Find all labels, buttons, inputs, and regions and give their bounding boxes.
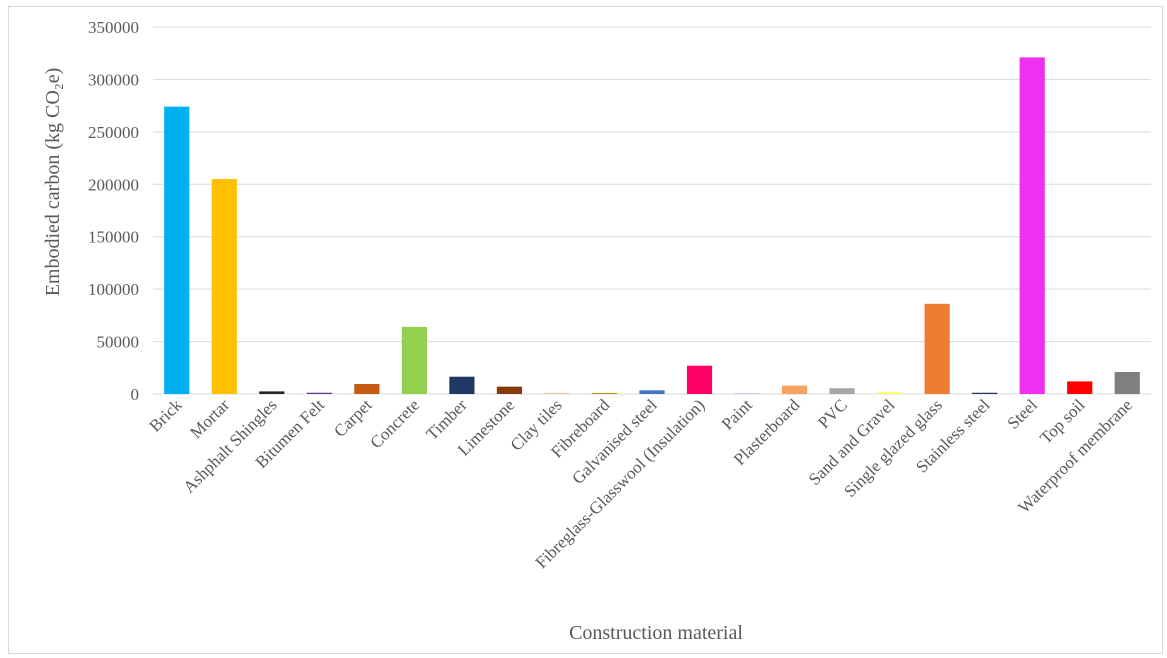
bar-paint: [734, 393, 760, 394]
gridlines: [153, 26, 1151, 395]
bar-timber: [449, 376, 475, 394]
chart-frame: 0 50000 100000 150000 200000 250000 300000 3500…: [8, 6, 1163, 654]
y-tick-label: 50000: [97, 333, 140, 352]
bar-stainless-steel: [972, 392, 998, 394]
bar-ashphalt-shingles: [259, 391, 285, 394]
bar-chart: 0 50000 100000 150000 200000 250000 300000 3500…: [42, 18, 1151, 644]
y-tick-label: 250000: [88, 123, 139, 142]
bar-bitumen-felt: [306, 392, 332, 394]
x-tick-label: Paint: [718, 395, 756, 433]
bar-steel: [1019, 57, 1045, 395]
y-tick-label: 350000: [88, 18, 139, 37]
y-tick-label: 200000: [88, 175, 139, 194]
y-tick-label: 300000: [88, 70, 139, 89]
y-tick-label: 100000: [88, 280, 139, 299]
bar-single-glazed-glass: [924, 303, 950, 394]
y-axis-title: Embodied carbon (kg CO₂e): [42, 68, 64, 297]
x-tick-label: Concrete: [366, 395, 423, 452]
bar-limestone: [496, 386, 523, 394]
x-tick-label: Carpet: [330, 395, 376, 441]
y-tick-label: 150000: [88, 228, 139, 247]
x-axis-title: Construction material: [569, 622, 743, 644]
x-tick-label: Steel: [1004, 395, 1042, 433]
x-tick-label: Brick: [145, 395, 185, 435]
bar-top-soil: [1067, 381, 1093, 394]
bar-pvc: [829, 388, 855, 394]
bar-fibreboard: [591, 392, 618, 394]
bar-carpet: [354, 384, 380, 394]
x-tick-label: Galvanised steel: [568, 395, 661, 488]
bar-brick: [164, 106, 190, 394]
bar-mortar: [211, 179, 237, 394]
bar-concrete: [401, 326, 427, 394]
bar-waterproof-membrane: [1114, 371, 1140, 394]
bar-fibreglass-glasswool-insulation: [686, 365, 713, 394]
bars: [164, 57, 1140, 395]
bar-clay-tiles: [544, 393, 570, 394]
bar-galvanised-steel: [639, 390, 665, 394]
y-tick-label: 0: [131, 385, 140, 404]
bar-sand-and-gravel: [877, 391, 903, 394]
y-axis-ticks: 0 50000 100000 150000 200000 250000 300000 3500…: [88, 18, 139, 404]
x-tick-label: PVC: [814, 395, 851, 432]
bar-plasterboard: [781, 385, 808, 394]
